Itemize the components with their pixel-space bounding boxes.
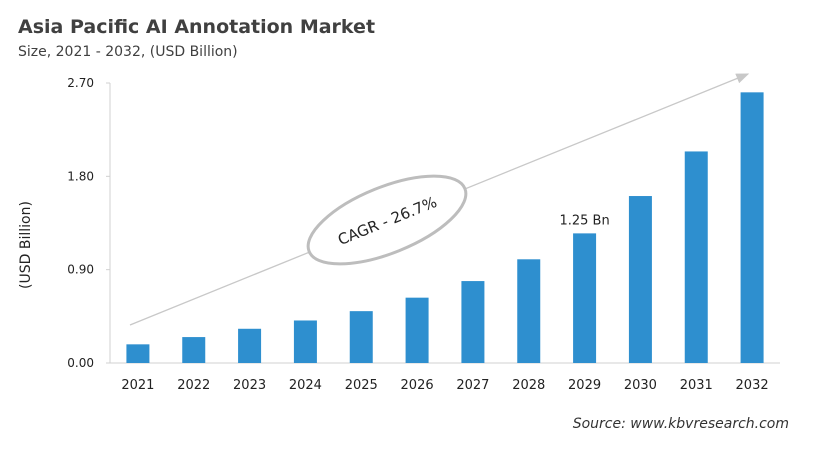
- bar-2027: [461, 281, 485, 363]
- bar-2032: [740, 92, 764, 363]
- bar-2021: [126, 344, 150, 363]
- bar-2031: [684, 151, 708, 363]
- x-tick-label: 2024: [289, 378, 322, 393]
- x-tick-label: 2022: [177, 378, 210, 393]
- bar-2022: [182, 337, 206, 363]
- y-tick-label: 0.90: [67, 263, 94, 277]
- y-axis-label: (USD Billion): [18, 201, 34, 289]
- x-tick-label: 2032: [736, 378, 769, 393]
- y-tick-label: 2.70: [67, 76, 94, 90]
- bar-2023: [238, 328, 262, 363]
- bar-2030: [628, 196, 652, 363]
- bar-2029: [573, 233, 597, 363]
- x-tick-label: 2025: [345, 378, 378, 393]
- x-tick-label: 2029: [568, 378, 601, 393]
- x-tick-label: 2026: [401, 378, 434, 393]
- y-tick-label: 1.80: [67, 169, 94, 183]
- chart-title: Asia Pacific AI Annotation Market: [18, 16, 376, 38]
- bar-2025: [349, 311, 373, 363]
- x-tick-label: 2031: [680, 378, 713, 393]
- bar-2024: [293, 320, 317, 363]
- source-note: Source: www.kbvresearch.com: [572, 416, 789, 432]
- bar-2028: [517, 259, 541, 363]
- cagr-ellipse: [306, 174, 468, 266]
- chart-subtitle: Size, 2021 - 2032, (USD Billion): [18, 44, 238, 60]
- x-tick-label: 2028: [512, 378, 545, 393]
- x-tick-label: 2030: [624, 378, 657, 393]
- x-tick-label: 2021: [121, 378, 154, 393]
- data-label: 1.25 Bn: [559, 213, 609, 228]
- y-tick-label: 0.00: [67, 356, 94, 370]
- bar-2026: [405, 297, 429, 363]
- x-tick-label: 2023: [233, 378, 266, 393]
- x-tick-label: 2027: [456, 378, 489, 393]
